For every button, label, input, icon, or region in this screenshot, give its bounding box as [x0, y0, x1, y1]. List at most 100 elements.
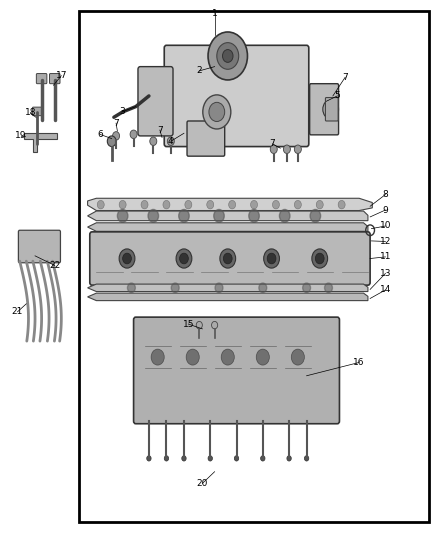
FancyBboxPatch shape	[36, 74, 47, 84]
Circle shape	[185, 200, 192, 209]
Circle shape	[310, 209, 321, 222]
Text: 7: 7	[113, 119, 119, 127]
Circle shape	[256, 349, 269, 365]
Circle shape	[267, 253, 276, 264]
FancyBboxPatch shape	[18, 230, 60, 263]
Text: 10: 10	[380, 222, 391, 230]
Circle shape	[207, 200, 214, 209]
Circle shape	[148, 209, 159, 222]
Polygon shape	[88, 293, 368, 301]
Circle shape	[279, 209, 290, 222]
Circle shape	[325, 283, 332, 293]
Text: 2: 2	[197, 67, 202, 75]
FancyBboxPatch shape	[310, 84, 339, 135]
Circle shape	[150, 137, 157, 146]
FancyBboxPatch shape	[138, 67, 173, 136]
Circle shape	[127, 283, 135, 293]
Polygon shape	[88, 223, 368, 231]
Circle shape	[208, 456, 212, 461]
Text: 21: 21	[12, 308, 23, 316]
Polygon shape	[88, 211, 368, 221]
Circle shape	[113, 132, 120, 140]
Circle shape	[283, 145, 290, 154]
Circle shape	[164, 456, 169, 461]
Circle shape	[261, 456, 265, 461]
Circle shape	[251, 200, 258, 209]
Circle shape	[151, 349, 164, 365]
Circle shape	[119, 249, 135, 268]
Text: 16: 16	[353, 358, 365, 367]
FancyBboxPatch shape	[90, 232, 370, 285]
Circle shape	[220, 249, 236, 268]
Text: 7: 7	[342, 73, 348, 82]
Text: 1: 1	[212, 9, 218, 18]
Text: 20: 20	[197, 479, 208, 488]
Circle shape	[141, 200, 148, 209]
Text: 22: 22	[49, 261, 60, 270]
Circle shape	[234, 456, 239, 461]
Circle shape	[291, 349, 304, 365]
Circle shape	[208, 32, 247, 80]
FancyBboxPatch shape	[164, 45, 309, 147]
Text: 11: 11	[380, 253, 391, 261]
Text: 8: 8	[382, 190, 389, 199]
Circle shape	[312, 249, 328, 268]
Circle shape	[272, 200, 279, 209]
Polygon shape	[88, 284, 368, 292]
Circle shape	[287, 456, 291, 461]
FancyBboxPatch shape	[134, 317, 339, 424]
Circle shape	[229, 200, 236, 209]
Circle shape	[223, 253, 232, 264]
Circle shape	[323, 100, 339, 119]
Circle shape	[182, 456, 186, 461]
Circle shape	[209, 102, 225, 122]
Circle shape	[186, 349, 199, 365]
Circle shape	[304, 456, 309, 461]
Circle shape	[167, 137, 174, 146]
Circle shape	[223, 50, 233, 62]
Circle shape	[249, 209, 259, 222]
Text: 4: 4	[168, 137, 173, 146]
Circle shape	[264, 249, 279, 268]
Circle shape	[294, 200, 301, 209]
FancyBboxPatch shape	[32, 107, 42, 116]
Circle shape	[270, 145, 277, 154]
Text: 15: 15	[183, 320, 194, 328]
Circle shape	[221, 349, 234, 365]
Circle shape	[217, 43, 239, 69]
FancyBboxPatch shape	[49, 74, 60, 84]
Circle shape	[147, 456, 151, 461]
Text: 13: 13	[380, 269, 391, 278]
Text: 3: 3	[119, 108, 125, 116]
Text: 18: 18	[25, 109, 36, 117]
Circle shape	[130, 130, 137, 139]
Circle shape	[171, 283, 179, 293]
Circle shape	[176, 249, 192, 268]
Circle shape	[214, 209, 224, 222]
Text: 9: 9	[382, 206, 389, 214]
Circle shape	[316, 200, 323, 209]
Text: 19: 19	[15, 132, 27, 140]
FancyBboxPatch shape	[187, 121, 225, 156]
FancyBboxPatch shape	[325, 98, 338, 121]
Circle shape	[203, 95, 231, 129]
Text: 5: 5	[334, 92, 340, 100]
Polygon shape	[88, 198, 372, 211]
Text: 7: 7	[269, 140, 276, 148]
Text: 14: 14	[380, 286, 391, 294]
Circle shape	[294, 145, 301, 154]
Circle shape	[123, 253, 131, 264]
Text: 6: 6	[97, 130, 103, 139]
Circle shape	[196, 321, 202, 329]
Circle shape	[119, 200, 126, 209]
Circle shape	[107, 136, 116, 147]
Circle shape	[215, 283, 223, 293]
Circle shape	[303, 283, 311, 293]
Circle shape	[259, 283, 267, 293]
Circle shape	[163, 200, 170, 209]
Circle shape	[180, 253, 188, 264]
Circle shape	[338, 200, 345, 209]
Text: 17: 17	[56, 71, 67, 80]
Circle shape	[117, 209, 128, 222]
Bar	[79, 11, 429, 522]
